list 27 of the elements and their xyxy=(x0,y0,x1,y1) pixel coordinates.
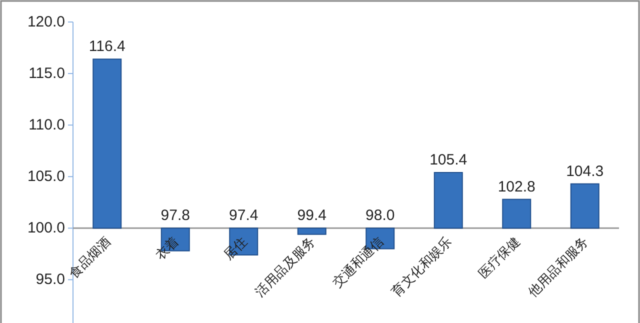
y-tick-label: 100.0 xyxy=(27,220,65,237)
data-label: 98.0 xyxy=(366,207,395,224)
bar xyxy=(570,183,600,229)
y-tick-label: 105.0 xyxy=(27,168,65,186)
data-label: 105.4 xyxy=(430,152,468,168)
x-tick-label: 交通和通信 xyxy=(330,234,386,290)
data-label: 104.3 xyxy=(566,162,604,180)
y-tick-label: 120.0 xyxy=(27,14,65,30)
x-tick-label: 育文化和娱乐 xyxy=(388,234,454,300)
y-tick-label: 95.0 xyxy=(36,271,65,288)
data-label: 97.8 xyxy=(160,207,190,224)
x-tick-label: 衣着 xyxy=(152,234,182,263)
data-label: 97.4 xyxy=(229,207,258,224)
x-tick-label: 活用品及服务 xyxy=(252,234,318,300)
bar xyxy=(502,198,532,229)
data-label: 116.4 xyxy=(88,38,126,56)
x-tick-label: 居住 xyxy=(220,234,250,263)
data-label: 99.4 xyxy=(297,207,326,224)
x-tick-label: 他用品和服务 xyxy=(525,234,591,300)
bar xyxy=(92,58,122,229)
y-tick-label: 110.0 xyxy=(28,116,65,134)
y-tick-label: 115.0 xyxy=(28,65,65,82)
x-tick-label: 医疗保健 xyxy=(475,234,523,282)
data-label: 102.8 xyxy=(498,178,536,196)
bar xyxy=(297,228,326,235)
x-tick-label: 食品烟酒 xyxy=(66,234,114,282)
bar xyxy=(434,172,463,229)
